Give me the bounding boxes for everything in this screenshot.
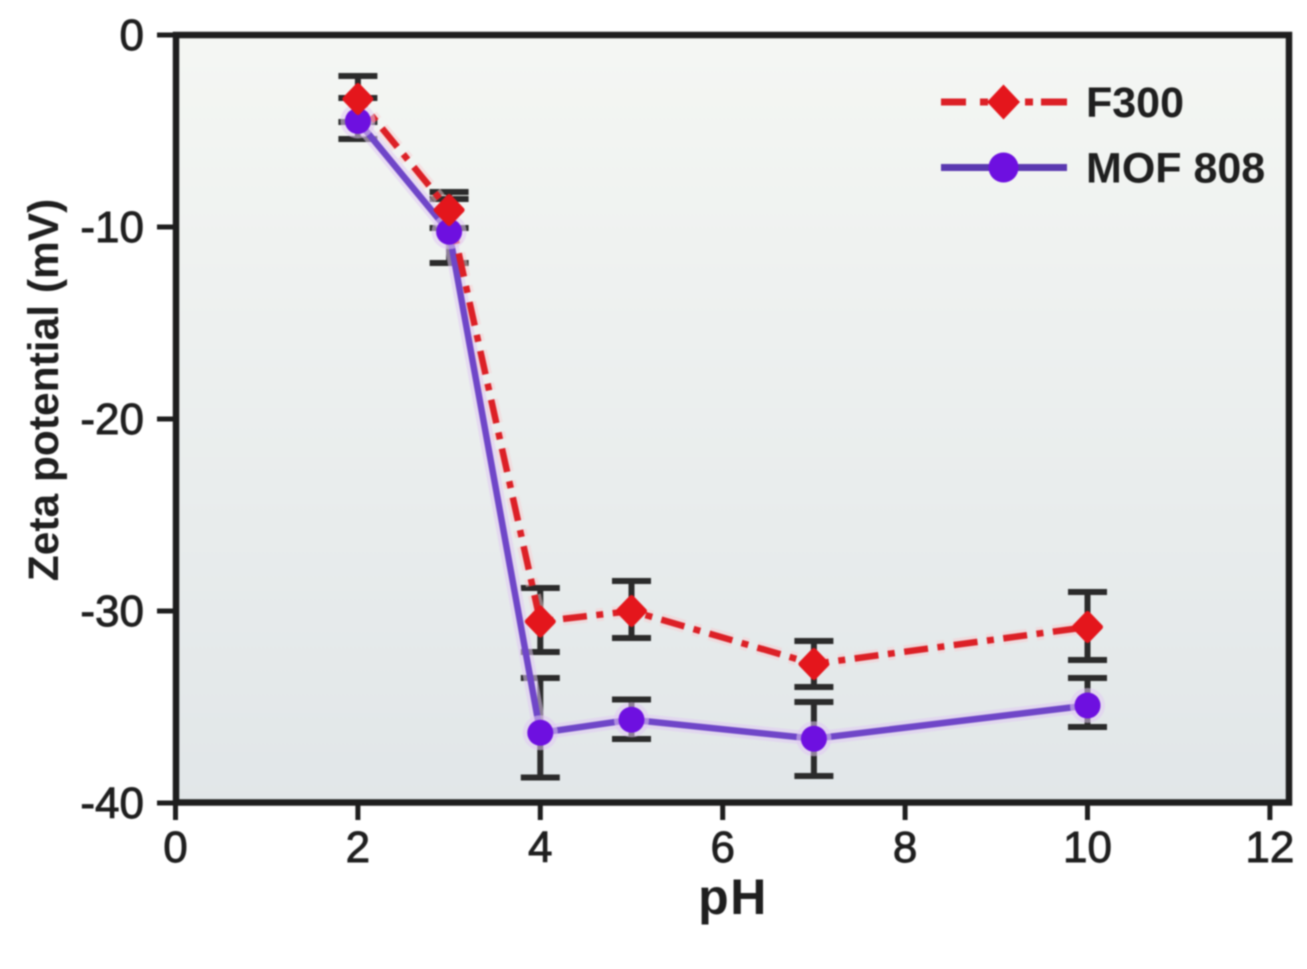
- svg-text:0: 0: [120, 11, 144, 60]
- svg-text:-10: -10: [80, 203, 144, 252]
- svg-text:-20: -20: [80, 395, 144, 444]
- svg-text:F300: F300: [1086, 79, 1184, 127]
- svg-text:0: 0: [163, 823, 187, 872]
- svg-text:2: 2: [346, 823, 370, 872]
- svg-text:-30: -30: [80, 587, 144, 636]
- svg-text:4: 4: [528, 823, 552, 872]
- svg-text:Zeta potential (mV): Zeta potential (mV): [21, 199, 68, 582]
- svg-text:pH: pH: [698, 869, 768, 925]
- svg-text:8: 8: [893, 823, 917, 872]
- svg-text:-40: -40: [80, 779, 144, 828]
- svg-text:12: 12: [1245, 823, 1294, 872]
- svg-text:10: 10: [1063, 823, 1112, 872]
- svg-text:MOF 808: MOF 808: [1086, 145, 1265, 193]
- svg-text:6: 6: [710, 823, 734, 872]
